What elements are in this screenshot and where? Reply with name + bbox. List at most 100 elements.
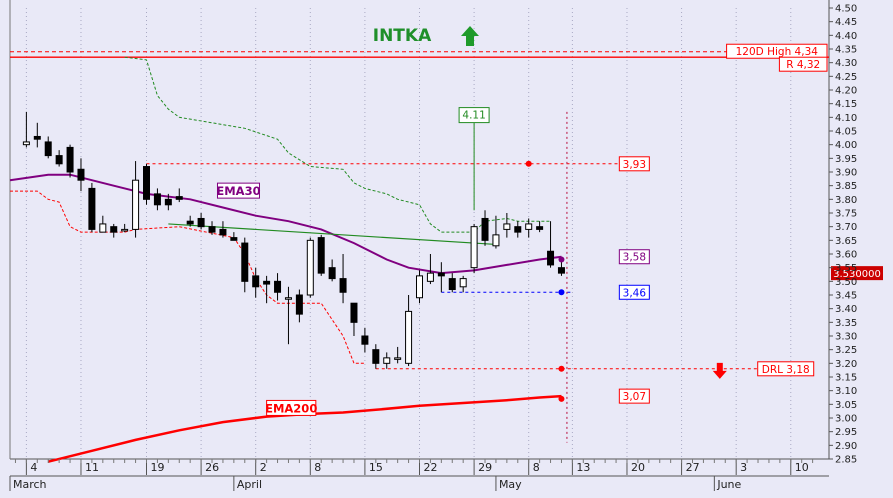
y-tick-label: 3.70 — [835, 222, 857, 233]
x-tick-label: 15 — [369, 461, 383, 474]
y-tick-label: 3.30 — [835, 332, 857, 343]
candle-body — [350, 302, 358, 323]
candle — [241, 237, 249, 293]
candle-body — [481, 217, 489, 241]
x-tick-label: 3 — [740, 461, 747, 474]
y-tick-label: 4.45 — [835, 17, 857, 28]
candle-body — [306, 239, 314, 296]
peak-411-label: 4.11 — [462, 110, 485, 122]
high-120d-label-box — [726, 43, 828, 59]
candle-body — [503, 223, 511, 230]
y-tick-label: 3.15 — [835, 373, 857, 384]
y-tick-label: 4.35 — [835, 45, 857, 56]
y-tick-label: 3.05 — [835, 400, 857, 411]
y-tick-label: 4.30 — [835, 58, 857, 69]
candle — [33, 122, 41, 148]
candle-body — [492, 234, 500, 247]
candle-body — [317, 237, 325, 274]
y-tick-label: 3.40 — [835, 304, 857, 315]
candle — [416, 270, 423, 304]
candle — [132, 161, 140, 238]
candle-body — [132, 179, 140, 230]
y-tick-label: 4.40 — [835, 31, 857, 42]
candle-body — [164, 198, 172, 206]
peak-411-box — [458, 107, 490, 124]
y-tick-label: 3.60 — [835, 250, 857, 261]
x-tick-label: 20 — [631, 461, 645, 474]
y-tick-label: 2.85 — [835, 455, 857, 466]
y-tick-label: 3.20 — [835, 359, 857, 370]
candle — [284, 286, 292, 345]
down-arrow-icon — [712, 362, 727, 379]
candle-body — [143, 166, 150, 200]
candle-body — [361, 335, 369, 345]
candle — [394, 346, 402, 364]
candle — [317, 234, 325, 276]
candle-body — [208, 226, 216, 233]
ema200-label: EMA200 — [265, 401, 317, 415]
candle — [110, 223, 118, 238]
candle — [405, 295, 413, 367]
y-tick-label: 4.10 — [835, 113, 857, 124]
candle — [295, 289, 303, 323]
y-tick-label: 3.90 — [835, 168, 857, 179]
x-tick-label: 8 — [314, 461, 321, 474]
candle — [66, 144, 74, 178]
candle — [536, 221, 544, 233]
candle — [77, 158, 85, 192]
candle-body — [514, 226, 522, 233]
candle-body — [557, 267, 565, 274]
y-tick-label: 4.00 — [835, 140, 857, 151]
x-axis: 4 11 19 26 2 8 15 22 29 8 13 20 27 3 10 March April May Ju… — [9, 459, 829, 491]
title-group: INTKA — [373, 26, 479, 46]
month-label: April — [237, 478, 262, 491]
drl-label: DRL 3,18 — [762, 364, 810, 376]
candle-body — [525, 223, 533, 230]
y-tick-label: 4.15 — [835, 99, 857, 110]
level-393-dot — [525, 160, 532, 167]
candle-body — [175, 196, 183, 200]
candle-body — [426, 272, 434, 282]
ema30-line — [9, 173, 562, 275]
candle — [186, 215, 194, 227]
y-tick-label: 3.80 — [835, 195, 857, 206]
candle-body — [66, 146, 74, 173]
resistance-label-box — [778, 56, 828, 72]
y-tick-label: 3.00 — [835, 414, 857, 425]
candle — [208, 221, 216, 235]
x-tick-label: 10 — [795, 461, 809, 474]
candle — [219, 221, 227, 238]
y-tick-label: 3.75 — [835, 209, 857, 220]
candle — [197, 213, 205, 230]
candle-body — [22, 141, 30, 146]
candle — [44, 136, 52, 159]
level-358-dot — [558, 256, 565, 263]
level-318-dot — [558, 365, 565, 372]
candle-body — [536, 226, 544, 230]
level-307-dot — [558, 395, 565, 402]
candle-body — [394, 357, 402, 360]
ema30-label: EMA30 — [216, 184, 260, 198]
ema30-label-box — [216, 182, 260, 199]
candle — [99, 215, 107, 233]
candle-body — [274, 280, 282, 293]
x-tick-label: 29 — [478, 461, 492, 474]
candle — [164, 193, 172, 211]
candle — [175, 188, 183, 203]
level-346-label: 3,46 — [623, 287, 647, 299]
level-393-label-box — [618, 156, 650, 172]
candle-body — [372, 349, 380, 364]
y-tick-label: 3.45 — [835, 291, 857, 302]
candle-body — [33, 135, 41, 140]
x-tick-label: 8 — [533, 461, 540, 474]
y-tick-label: 4.05 — [835, 127, 857, 138]
candle — [514, 221, 522, 238]
candle-body — [547, 250, 555, 266]
candle-body — [230, 237, 238, 241]
y-tick-label: 3.95 — [835, 154, 857, 165]
candle — [503, 213, 511, 238]
y-tick-label: 3.35 — [835, 318, 857, 329]
y-tick-label: 4.50 — [835, 4, 857, 15]
candle-body — [252, 275, 260, 288]
candle — [328, 259, 336, 282]
